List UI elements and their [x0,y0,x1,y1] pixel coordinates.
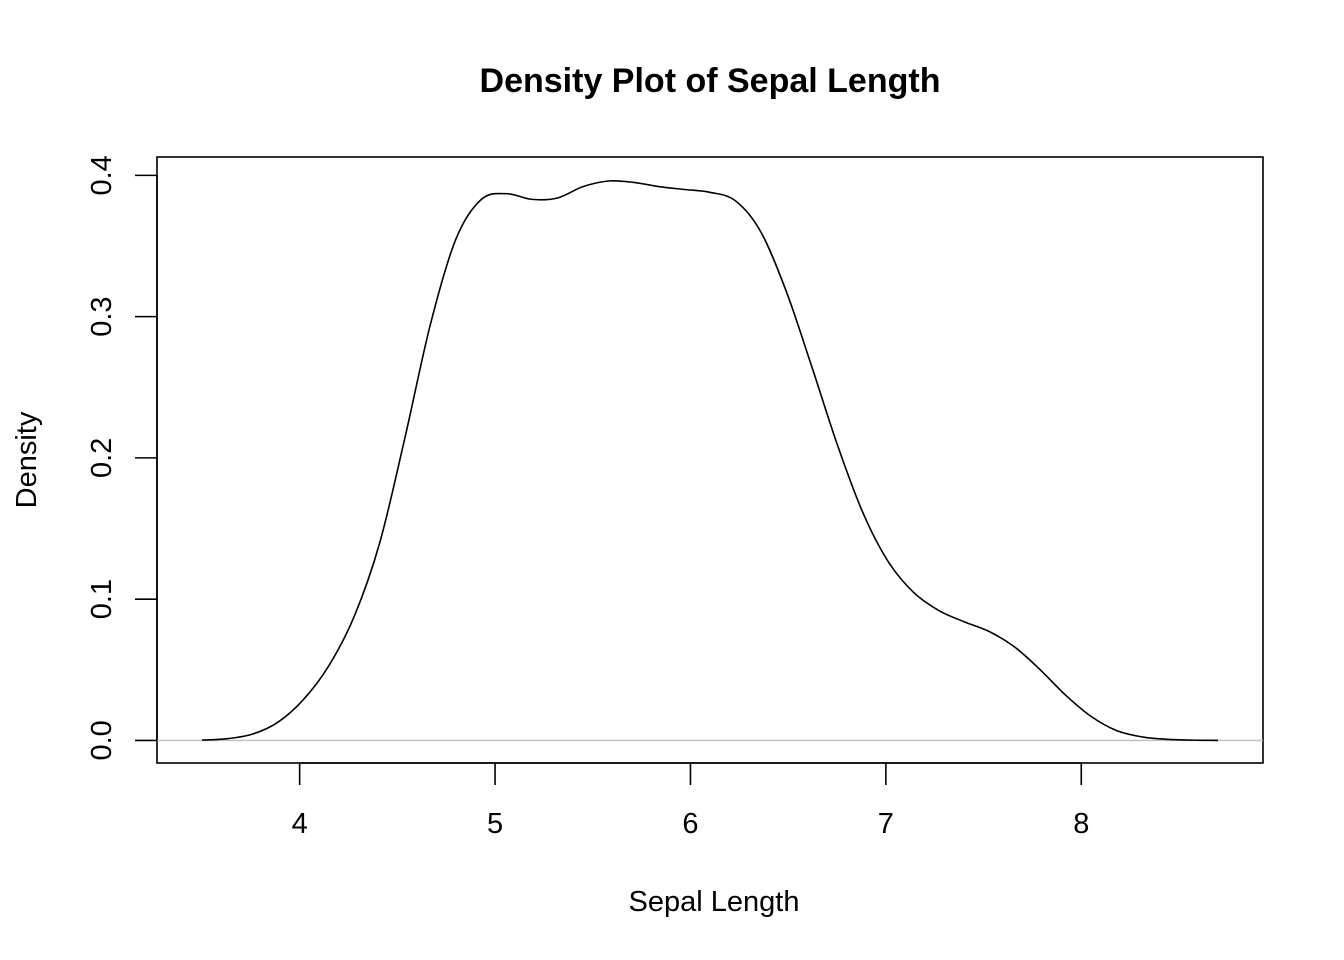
x-tick-label: 4 [292,808,308,840]
y-axis: 0.0 0.1 0.2 0.3 0.4 [86,155,158,761]
x-tick-label: 6 [682,808,698,840]
density-curve [201,180,1219,742]
y-tick-label: 0.1 [86,579,118,619]
y-tick-label: 0.3 [86,296,118,336]
x-tick-label: 7 [878,808,894,840]
x-axis-label: Sepal Length [629,886,800,918]
x-tick-label: 8 [1073,808,1089,840]
chart-title: Density Plot of Sepal Length [480,62,941,100]
y-axis-label: Density [11,411,43,508]
y-tick-label: 0.4 [86,155,118,195]
y-tick-label: 0.0 [86,720,118,760]
x-tick-label: 5 [487,808,503,840]
y-tick-label: 0.2 [86,438,118,478]
x-axis: 4 5 6 7 8 [292,762,1089,840]
plot-frame [156,156,1264,764]
